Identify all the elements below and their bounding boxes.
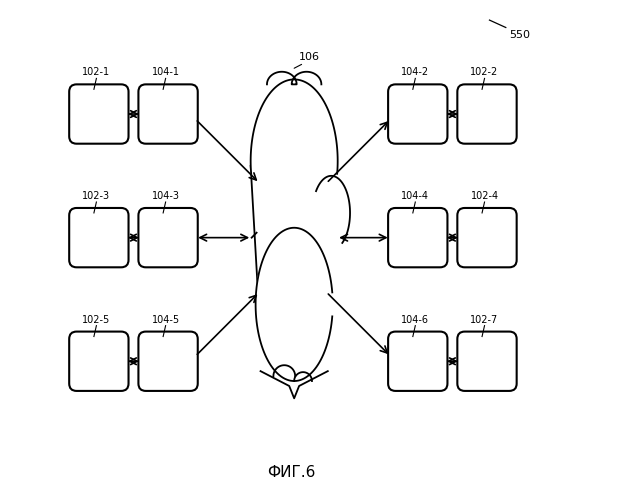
- Text: 104-3: 104-3: [151, 191, 180, 201]
- Text: 102-7: 102-7: [470, 314, 499, 324]
- Text: 104-5: 104-5: [151, 314, 180, 324]
- Polygon shape: [316, 176, 350, 243]
- FancyBboxPatch shape: [69, 84, 129, 144]
- Text: 102-3: 102-3: [82, 191, 111, 201]
- FancyBboxPatch shape: [388, 332, 447, 391]
- FancyBboxPatch shape: [388, 208, 447, 268]
- Text: 104-2: 104-2: [401, 68, 430, 78]
- Text: 104-6: 104-6: [401, 314, 430, 324]
- FancyBboxPatch shape: [388, 84, 447, 144]
- Text: 102-5: 102-5: [82, 314, 111, 324]
- FancyBboxPatch shape: [69, 332, 129, 391]
- Text: 102-1: 102-1: [82, 68, 111, 78]
- Text: ФИГ.6: ФИГ.6: [268, 465, 316, 480]
- Text: 104-4: 104-4: [401, 191, 430, 201]
- FancyBboxPatch shape: [69, 208, 129, 268]
- Text: 102-4: 102-4: [470, 191, 499, 201]
- Text: 106: 106: [298, 52, 320, 62]
- FancyBboxPatch shape: [138, 208, 198, 268]
- Text: 102-2: 102-2: [470, 68, 499, 78]
- Text: 550: 550: [509, 30, 530, 40]
- FancyBboxPatch shape: [457, 332, 517, 391]
- Polygon shape: [256, 228, 332, 381]
- FancyBboxPatch shape: [138, 84, 198, 144]
- Polygon shape: [251, 80, 337, 174]
- Text: 104-1: 104-1: [151, 68, 180, 78]
- FancyBboxPatch shape: [457, 84, 517, 144]
- FancyBboxPatch shape: [457, 208, 517, 268]
- FancyBboxPatch shape: [138, 332, 198, 391]
